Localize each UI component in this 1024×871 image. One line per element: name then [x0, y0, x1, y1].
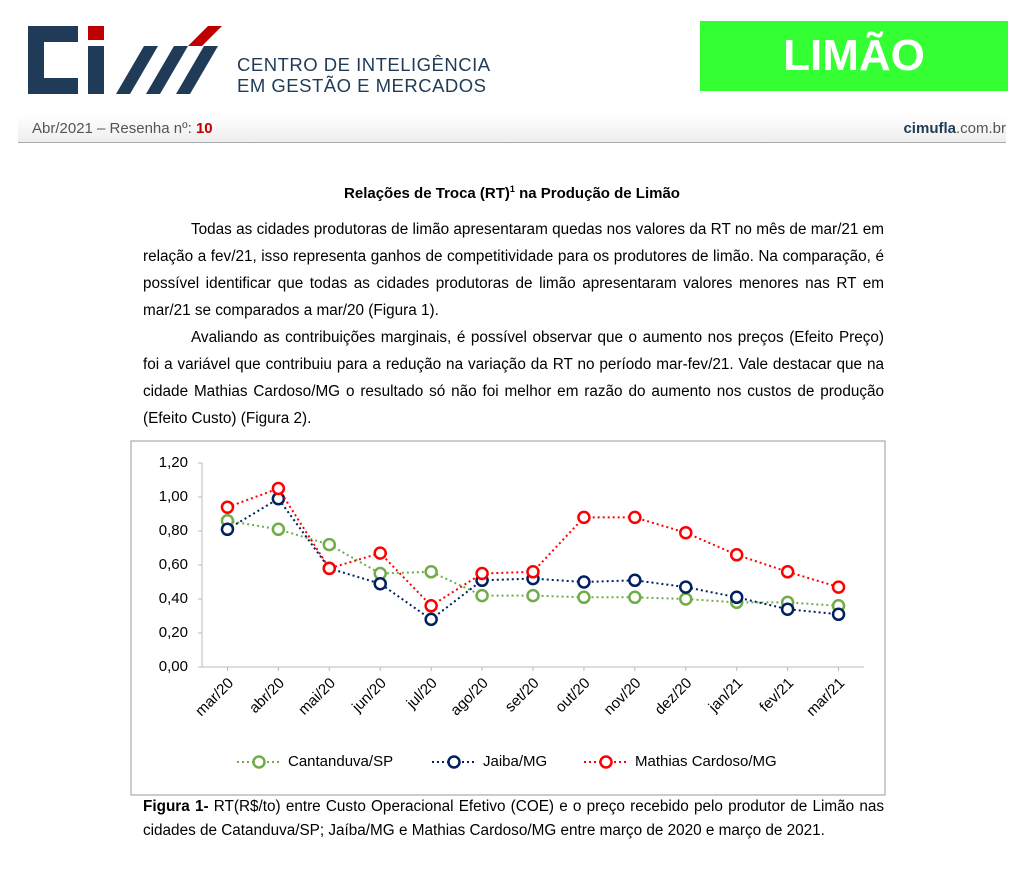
- issue-number: 10: [195, 120, 213, 137]
- title-rest: na Produção de Limão: [519, 185, 680, 202]
- legend-marker: [252, 755, 266, 769]
- title: Relações de Troca (RT): [344, 185, 510, 202]
- point: [220, 522, 235, 537]
- y-tick-label: 0,40: [159, 590, 188, 607]
- point: [577, 510, 591, 525]
- y-tick-label: 0,00: [159, 658, 188, 675]
- point: [322, 537, 337, 552]
- issue-label: Abr/2021 – Resenha nº:: [32, 120, 192, 137]
- chart-frame: [130, 440, 886, 796]
- x-tick-label: mar/21: [803, 675, 848, 720]
- series-line: [227, 487, 839, 608]
- paragraph: Todas as cidades produtoras de limão apr…: [143, 221, 884, 319]
- x-tick-label: ago/20: [447, 675, 491, 719]
- caption: Figura 1- RT(R$/to) entre Custo Operacio…: [143, 795, 884, 843]
- x-tick-label: jun/20: [348, 675, 390, 717]
- y-tick-label: 0,80: [159, 522, 188, 539]
- point: [424, 612, 438, 627]
- point: [628, 590, 642, 605]
- chart: 0,00 0,20 0,40 0,60 0,80 1,00 1,20 mar/20 abr/20…: [130, 440, 886, 796]
- org-line: EM GESTÃO E MERCADOS: [237, 75, 487, 96]
- caption-label: Figura 1-: [143, 798, 209, 815]
- legend-label: Cantanduva/SP: [288, 753, 393, 770]
- point: [220, 500, 235, 514]
- point: [780, 565, 795, 579]
- point: [729, 590, 744, 605]
- x-tick-label: dez/20: [652, 675, 696, 719]
- point: [526, 565, 540, 579]
- legend-marker: [599, 755, 613, 769]
- header-bar: [18, 115, 1006, 143]
- x-tick-label: nov/20: [601, 675, 645, 719]
- point: [424, 599, 438, 613]
- x-tick-label: mai/20: [295, 675, 339, 719]
- point: [271, 522, 286, 537]
- legend-label: Mathias Cardoso/MG: [635, 753, 777, 770]
- x-tick-label: out/20: [552, 675, 594, 717]
- product-badge: LIMÃO: [700, 21, 1008, 91]
- point: [271, 481, 286, 496]
- org-name: CENTRO DE INTELIGÊNCIA EM GESTÃO E MERCAD…: [237, 54, 491, 96]
- point: [322, 561, 337, 576]
- site: cimufla.com.br: [903, 120, 1006, 137]
- point: [577, 590, 591, 605]
- paragraph: Avaliando as contribuições marginais, é …: [143, 329, 884, 427]
- title-note: 1: [509, 184, 515, 194]
- point: [628, 510, 642, 525]
- point: [628, 573, 642, 588]
- x-tick-label: set/20: [502, 675, 543, 716]
- point: [373, 576, 387, 591]
- point: [526, 588, 540, 603]
- y-tick-label: 1,20: [159, 454, 188, 471]
- point: [679, 580, 693, 594]
- point: [475, 566, 489, 581]
- point: [780, 602, 795, 616]
- site-name: cimufla: [903, 120, 956, 137]
- x-tick-label: jan/21: [705, 675, 747, 717]
- x-tick-label: abr/20: [246, 675, 288, 717]
- y-tick-label: 0,20: [159, 624, 188, 641]
- y-tick-label: 0,60: [159, 556, 188, 573]
- point: [831, 580, 846, 594]
- x-tick-label: jul/20: [403, 675, 441, 713]
- point: [424, 565, 438, 579]
- legend-label: Jaiba/MG: [483, 753, 547, 770]
- point: [475, 588, 489, 603]
- point: [577, 575, 591, 589]
- issue: Abr/2021 – Resenha nº: 10: [32, 120, 213, 137]
- point: [679, 592, 693, 606]
- org-line: CENTRO DE INTELIGÊNCIA: [237, 54, 491, 75]
- legend-marker: [447, 755, 461, 769]
- caption-text: RT(R$/to) entre Custo Operacional Efetiv…: [143, 798, 885, 839]
- x-tick-label: fev/21: [756, 675, 797, 716]
- point: [679, 525, 693, 540]
- point: [373, 546, 387, 560]
- logo: [28, 26, 222, 94]
- y-tick-label: 1,00: [159, 488, 188, 505]
- point: [729, 548, 744, 562]
- x-tick-label: mar/20: [192, 675, 237, 720]
- section-title: Relações de Troca (RT)1 na Produção de L…: [0, 184, 1024, 202]
- point: [831, 607, 846, 622]
- site-domain: .com.br: [955, 120, 1006, 137]
- body: Todas as cidades produtoras de limão apr…: [143, 216, 884, 432]
